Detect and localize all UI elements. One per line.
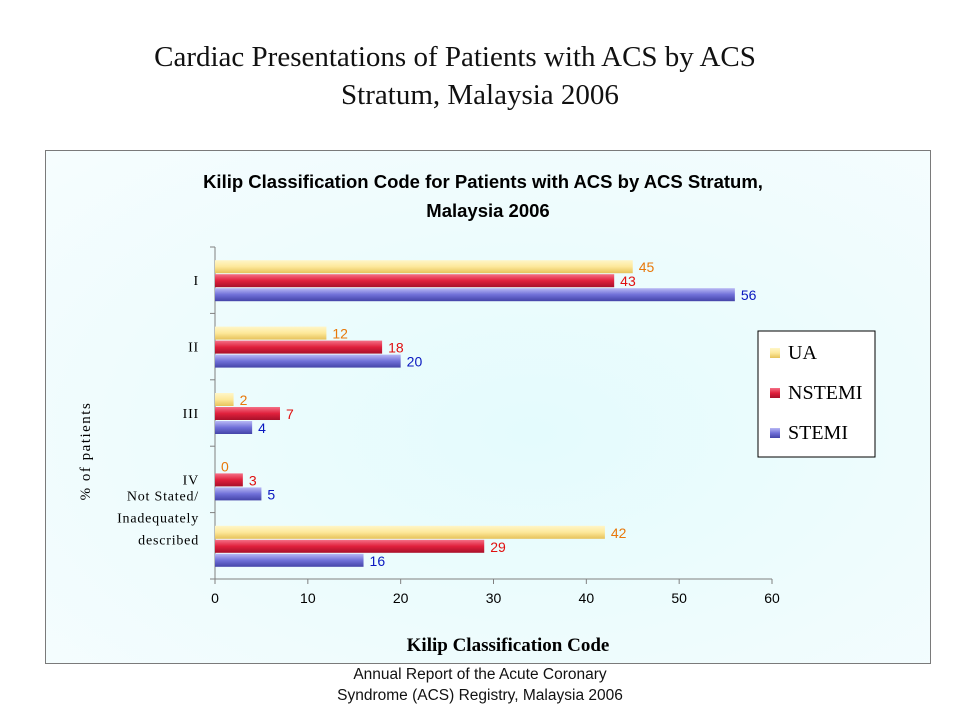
- bar-nstemi: [215, 539, 485, 553]
- legend-label-nstemi: NSTEMI: [788, 382, 862, 404]
- bar-stemi: [215, 288, 735, 302]
- x-tick-label: 30: [486, 590, 502, 606]
- bar-stemi: [215, 354, 401, 368]
- legend-label-stemi: STEMI: [788, 422, 848, 444]
- data-label-stemi: 56: [741, 287, 757, 303]
- chart-title-line-2: Malaysia 2006: [426, 200, 549, 221]
- data-label-stemi: 20: [407, 354, 423, 370]
- data-label-ua: 45: [639, 259, 655, 275]
- legend: UA NSTEMI STEMI: [757, 330, 876, 458]
- bar-ua: [215, 260, 633, 274]
- category-label: IV: [183, 473, 199, 488]
- category-label: described: [138, 534, 199, 549]
- data-label-ua: 42: [611, 525, 627, 541]
- bar-nstemi: [215, 340, 383, 354]
- category-label: III: [183, 407, 199, 422]
- slide-title-line-1: Cardiac Presentations of Patients with A…: [154, 41, 756, 73]
- bar-nstemi: [215, 407, 280, 420]
- chart-title-line-1: Kilip Classification Code for Patients w…: [203, 171, 763, 192]
- slide-title: Cardiac Presentations of Patients with A…: [0, 38, 960, 114]
- data-label-nstemi: 29: [490, 539, 506, 555]
- x-tick-label: 50: [671, 590, 687, 606]
- category-label: I: [194, 274, 199, 289]
- bar-nstemi: [215, 274, 615, 288]
- bar-nstemi: [215, 473, 243, 487]
- bar-ua: [215, 393, 234, 406]
- y-axis-title: % of patients: [78, 402, 94, 501]
- chart-frame: Kilip Classification Code for Patients w…: [45, 150, 931, 664]
- bar-ua: [215, 525, 605, 539]
- bar-stemi: [215, 421, 253, 434]
- slide-title-line-2: Stratum, Malaysia 2006: [341, 79, 619, 111]
- data-label-nstemi: 18: [388, 340, 404, 356]
- legend-swatch-nstemi: [770, 388, 780, 398]
- category-label: Inadequately: [117, 512, 199, 527]
- data-label-nstemi: 3: [249, 472, 257, 488]
- legend-swatch-ua: [770, 348, 780, 358]
- x-axis-title: Kilip Classification Code: [407, 635, 610, 656]
- data-label-stemi: 16: [370, 553, 386, 569]
- category-label: Not Stated/: [127, 490, 199, 505]
- data-label-ua: 2: [240, 392, 248, 408]
- data-label-nstemi: 43: [620, 273, 636, 289]
- x-tick-label: 40: [579, 590, 595, 606]
- bar-stemi: [215, 553, 364, 567]
- bar-ua: [215, 326, 327, 340]
- footer-line-2: Syndrome (ACS) Registry, Malaysia 2006: [337, 687, 623, 704]
- category-label: II: [188, 341, 199, 356]
- x-tick-label: 20: [393, 590, 409, 606]
- data-label-stemi: 5: [267, 486, 275, 502]
- data-label-ua: 12: [332, 326, 348, 342]
- bar-stemi: [215, 487, 262, 501]
- footer-source: Annual Report of the Acute Coronary Synd…: [0, 664, 960, 706]
- x-tick-label: 0: [211, 590, 219, 606]
- x-tick-label: 10: [300, 590, 316, 606]
- legend-label-ua: UA: [788, 342, 817, 364]
- legend-swatch-stemi: [770, 428, 780, 438]
- data-label-stemi: 4: [258, 420, 266, 436]
- x-tick-label: 60: [764, 590, 780, 606]
- footer-line-1: Annual Report of the Acute Coronary: [353, 666, 607, 683]
- data-label-ua: 0: [221, 458, 229, 474]
- data-label-nstemi: 7: [286, 406, 294, 422]
- kilip-bar-chart: Kilip Classification Code for Patients w…: [78, 171, 876, 656]
